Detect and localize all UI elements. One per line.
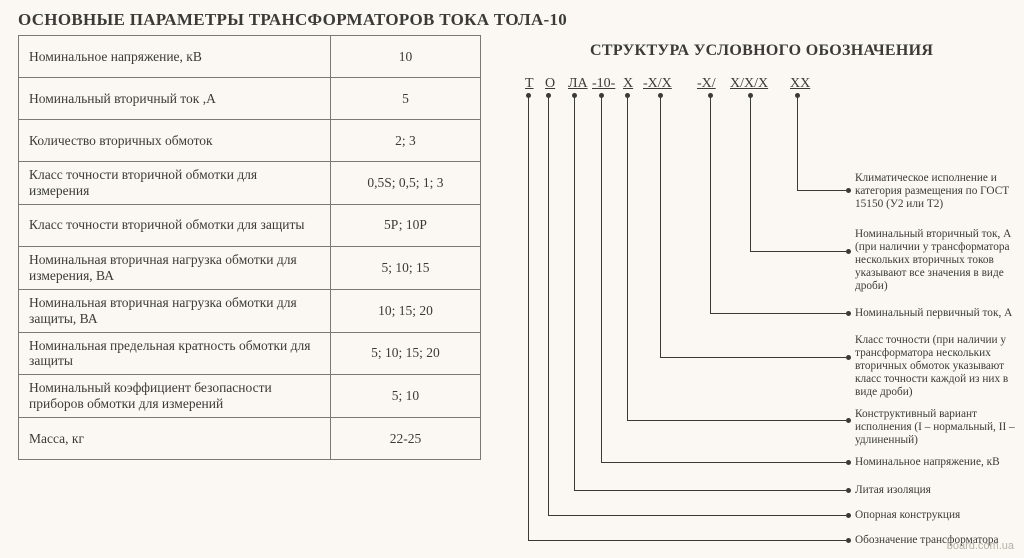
connector-description: Опорная конструкция	[855, 509, 1015, 522]
connector-vertical	[601, 95, 602, 462]
param-label: Количество вторичных обмоток	[19, 120, 331, 162]
connector-description: Номинальное напряжение, кВ	[855, 456, 1015, 469]
table-row: Количество вторичных обмоток2; 3	[19, 120, 481, 162]
code-part: Х/Х/Х	[730, 76, 768, 92]
param-label: Номинальная вторичная нагрузка обмотки д…	[19, 246, 331, 289]
connector-description: Номинальный вторичный ток, А (при наличи…	[855, 228, 1015, 293]
connector-vertical	[528, 95, 529, 540]
page-title: ОСНОВНЫЕ ПАРАМЕТРЫ ТРАНСФОРМАТОРОВ ТОКА …	[18, 10, 567, 30]
connector-vertical	[797, 95, 798, 190]
structure-title: СТРУКТУРА УСЛОВНОГО ОБОЗНАЧЕНИЯ	[590, 42, 933, 60]
connector-description: Конструктивный вариант исполнения (I – н…	[855, 408, 1015, 447]
connector-vertical	[750, 95, 751, 251]
param-label: Масса, кг	[19, 418, 331, 460]
code-part: О	[545, 76, 555, 92]
watermark: board.com.ua	[947, 540, 1014, 552]
connector-vertical	[660, 95, 661, 357]
param-value: 10; 15; 20	[331, 289, 481, 332]
code-part: Т	[525, 76, 534, 92]
connector-end-dot	[846, 311, 851, 316]
code-part: ХХ	[790, 76, 810, 92]
code-part: ЛА	[568, 76, 588, 92]
param-value: 2; 3	[331, 120, 481, 162]
connector-end-dot	[846, 355, 851, 360]
param-value: 22-25	[331, 418, 481, 460]
connector-end-dot	[846, 538, 851, 543]
connector-description: Климатическое исполнение и категория раз…	[855, 172, 1015, 211]
connector-description: Класс точности (при наличии у трансформа…	[855, 334, 1015, 399]
connector-vertical	[574, 95, 575, 490]
param-value: 5; 10	[331, 375, 481, 418]
connector-end-dot	[846, 249, 851, 254]
connector-horizontal	[710, 313, 846, 314]
connector-horizontal	[627, 420, 846, 421]
connector-vertical	[548, 95, 549, 515]
param-value: 5Р; 10Р	[331, 204, 481, 246]
param-label: Номинальная предельная кратность обмотки…	[19, 332, 331, 375]
connector-end-dot	[846, 513, 851, 518]
table-row: Номинальная предельная кратность обмотки…	[19, 332, 481, 375]
param-value: 10	[331, 36, 481, 78]
param-label: Номинальный коэффициент безопасности при…	[19, 375, 331, 418]
connector-end-dot	[846, 460, 851, 465]
table-row: Класс точности вторичной обмотки для защ…	[19, 204, 481, 246]
connector-vertical	[710, 95, 711, 313]
table-row: Номинальный вторичный ток ,А5	[19, 78, 481, 120]
table-row: Номинальное напряжение, кВ10	[19, 36, 481, 78]
connector-horizontal	[601, 462, 846, 463]
param-label: Номинальное напряжение, кВ	[19, 36, 331, 78]
param-label: Номинальная вторичная нагрузка обмотки д…	[19, 289, 331, 332]
table-row: Класс точности вторичной обмотки для изм…	[19, 162, 481, 205]
connector-horizontal	[750, 251, 846, 252]
param-value: 5; 10; 15; 20	[331, 332, 481, 375]
table-row: Номинальный коэффициент безопасности при…	[19, 375, 481, 418]
connector-end-dot	[846, 488, 851, 493]
connector-vertical	[627, 95, 628, 420]
connector-horizontal	[548, 515, 846, 516]
param-label: Класс точности вторичной обмотки для защ…	[19, 204, 331, 246]
code-part: -X/	[697, 76, 716, 92]
connector-end-dot	[846, 188, 851, 193]
param-value: 5; 10; 15	[331, 246, 481, 289]
parameters-table: Номинальное напряжение, кВ10Номинальный …	[18, 35, 481, 460]
param-label: Номинальный вторичный ток ,А	[19, 78, 331, 120]
table-row: Номинальная вторичная нагрузка обмотки д…	[19, 289, 481, 332]
param-label: Класс точности вторичной обмотки для изм…	[19, 162, 331, 205]
connector-description: Литая изоляция	[855, 484, 1015, 497]
code-part: -Х/Х	[643, 76, 672, 92]
connector-end-dot	[846, 418, 851, 423]
code-part: Х	[623, 76, 633, 92]
connector-horizontal	[660, 357, 846, 358]
connector-horizontal	[797, 190, 846, 191]
connector-horizontal	[528, 540, 846, 541]
connector-horizontal	[574, 490, 846, 491]
table-row: Масса, кг22-25	[19, 418, 481, 460]
param-value: 0,5S; 0,5; 1; 3	[331, 162, 481, 205]
code-part: -10-	[592, 76, 615, 92]
table-row: Номинальная вторичная нагрузка обмотки д…	[19, 246, 481, 289]
param-value: 5	[331, 78, 481, 120]
connector-description: Номинальный первичный ток, А	[855, 307, 1015, 320]
